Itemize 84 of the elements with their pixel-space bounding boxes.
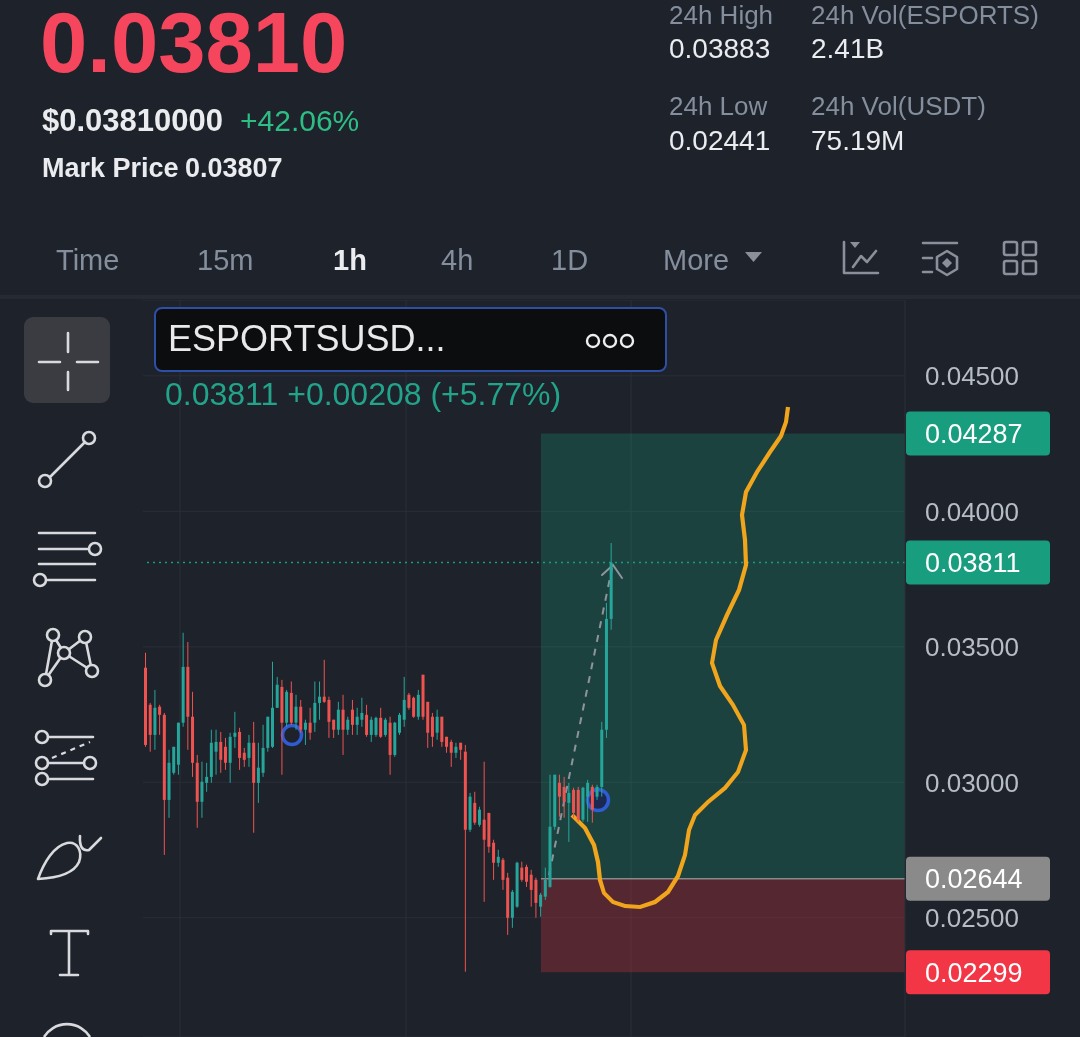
text: More [663, 244, 730, 276]
candlestick [223, 737, 227, 771]
candlestick [242, 747, 246, 768]
candlestick [543, 867, 547, 901]
candlestick [294, 694, 298, 731]
candlestick [275, 676, 279, 709]
text: 1h [333, 244, 367, 276]
candlestick [534, 877, 538, 919]
candlestick [336, 701, 340, 736]
candlestick [233, 711, 237, 749]
candlestick [318, 681, 322, 721]
candlestick [557, 774, 561, 818]
text: $0.03810000 [42, 103, 224, 138]
y-tick-label: 0.03500 [925, 632, 1019, 663]
ref-line-label: 0.02644 [925, 864, 1023, 895]
candlestick [586, 779, 590, 823]
candlestick [341, 694, 345, 756]
candlestick [482, 761, 486, 903]
candlestick [539, 892, 543, 918]
candlestick [590, 784, 594, 824]
text: 0.02441 [669, 125, 771, 156]
candlestick [256, 742, 260, 804]
text: 1D [551, 244, 589, 276]
candlestick [247, 734, 251, 768]
ref-line-label: 0.03811 [925, 548, 1021, 579]
candlestick [529, 869, 533, 908]
text: 24h High [669, 0, 774, 30]
text: 24h Vol(USDT) [811, 91, 986, 121]
candlestick [412, 696, 416, 719]
text: 24h Vol(ESPORTS) [811, 0, 1039, 30]
candlestick [383, 717, 387, 738]
text: 75.19M [811, 125, 905, 156]
y-tick-label: 0.04000 [925, 496, 1019, 527]
candlestick [430, 712, 434, 748]
candlestick [572, 787, 576, 819]
candlestick [435, 709, 439, 741]
candlestick [416, 689, 420, 721]
candlestick [205, 762, 209, 793]
y-tick-label: 0.04500 [925, 361, 1019, 392]
text: 0.03811 +0.00208 (+5.77%) [165, 376, 562, 412]
candlestick [492, 839, 496, 881]
text: 4h [441, 244, 474, 276]
candlestick [346, 716, 350, 736]
candlestick [303, 719, 307, 746]
candlestick [313, 681, 317, 733]
candlestick [567, 782, 571, 843]
candlestick [374, 716, 378, 738]
candlestick [501, 857, 505, 891]
candlestick [449, 739, 453, 768]
candlestick [360, 697, 364, 728]
candlestick [219, 731, 223, 774]
text: +42.06% [240, 104, 360, 137]
band-label: 0.02299 [925, 957, 1023, 988]
candlestick [398, 712, 401, 736]
candlestick [369, 716, 373, 743]
candlestick [355, 707, 359, 736]
candlestick [379, 707, 383, 739]
candlestick [299, 699, 303, 734]
candlestick [454, 742, 458, 759]
text: 0.03810 [40, 0, 348, 90]
text: Time [56, 244, 120, 276]
candlestick [525, 864, 528, 888]
text: 15m [197, 244, 254, 276]
candlestick [350, 699, 354, 736]
y-tick-label: 0.02500 [925, 903, 1019, 934]
text: 24h Low [669, 91, 768, 121]
candlestick [473, 791, 477, 826]
candlestick [477, 806, 481, 828]
candlestick [402, 676, 406, 728]
candlestick [365, 704, 369, 738]
candlestick [562, 776, 566, 819]
band-label: 0.04287 [925, 419, 1023, 450]
text: 0.03807 [185, 153, 283, 183]
candlestick [308, 707, 312, 741]
text: 0.03883 [669, 33, 771, 64]
candlestick [158, 704, 162, 736]
title-box: ESPORTSUSD... [154, 307, 667, 372]
text: 2.41B [811, 33, 885, 64]
candlestick [200, 761, 204, 819]
candlestick [327, 696, 331, 739]
y-tick-label: 0.03000 [925, 767, 1019, 798]
text: Mark Price [42, 153, 179, 183]
candlestick [214, 729, 218, 776]
candlestick [520, 861, 524, 883]
